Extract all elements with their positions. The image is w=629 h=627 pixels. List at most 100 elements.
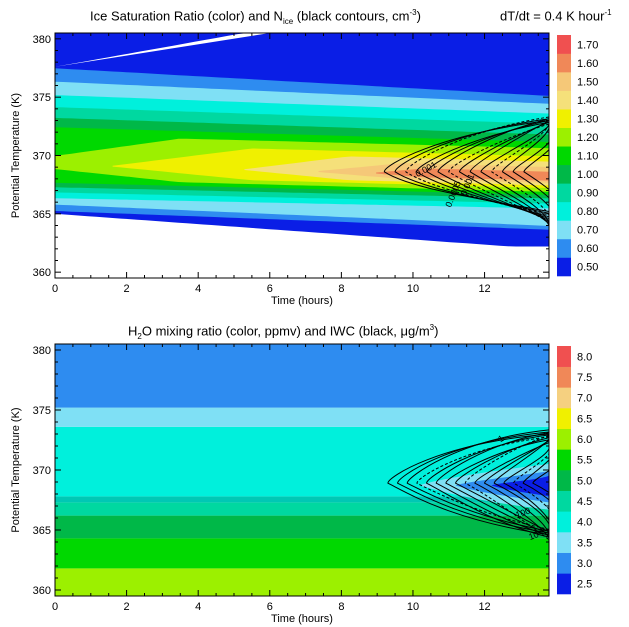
iwc-contour-line <box>406 429 549 532</box>
colorbar-swatch <box>557 164 571 184</box>
colorbar-label: 3.5 <box>577 537 592 549</box>
colorbar-swatch <box>557 346 571 367</box>
colorbar-label: 1.40 <box>577 95 598 107</box>
iwc-contour-line <box>513 443 549 541</box>
x-tick-label: 0 <box>52 283 58 295</box>
h2o-band-4.0 <box>55 496 549 503</box>
colorbar-swatch <box>557 387 571 409</box>
y-tick-label: 375 <box>33 92 51 104</box>
iwc-contour-line <box>484 440 549 537</box>
colorbar-swatch <box>557 408 571 429</box>
iwc-contours <box>387 429 549 542</box>
colorbar-label: 6.0 <box>577 434 592 446</box>
colorbar-swatch <box>557 53 571 73</box>
ice-contour-line <box>437 118 549 221</box>
color-field: 1 100 10 <box>55 344 549 596</box>
bottom-chart-title: H2O mixing ratio (color, ppmv) and IWC (… <box>128 323 439 341</box>
x-tick-label: 0 <box>52 601 58 613</box>
iwc-contour-line <box>474 442 549 539</box>
colorbar-label: 1.30 <box>577 113 598 125</box>
ice-contour-line <box>394 118 549 214</box>
top-chart-title: Ice Saturation Ratio (color) and Nice (b… <box>90 8 421 26</box>
iwc-contour-line <box>464 435 549 541</box>
contour-label: 10 <box>527 529 540 542</box>
colorbar-label: 1.60 <box>577 58 598 70</box>
colorbar-label: 0.60 <box>577 243 598 255</box>
colorbar-label: 1.00 <box>577 169 598 181</box>
colorbar-swatch <box>557 201 571 221</box>
colorbar-swatch <box>557 532 571 553</box>
colorbar-label: 0.70 <box>577 225 598 237</box>
colorbar-swatch <box>557 449 571 471</box>
ice-contour-line <box>491 123 549 229</box>
iwc-contour-line <box>522 441 549 539</box>
x-tick-label: 8 <box>338 601 344 613</box>
y-tick-label: 370 <box>33 465 51 477</box>
colorbar-label: 8.0 <box>577 351 592 363</box>
x-tick-label: 8 <box>338 283 344 295</box>
x-tick-label: 6 <box>267 601 273 613</box>
colorbar-swatch <box>557 428 571 450</box>
colorbar-swatch <box>557 127 571 147</box>
colorbar-swatch <box>557 366 571 388</box>
x-tick-label: 2 <box>124 601 130 613</box>
ice-contour-line <box>405 116 549 216</box>
y-tick-label: 380 <box>33 34 51 46</box>
colorbar-swatch <box>557 573 571 595</box>
y-tick-label: 370 <box>33 151 51 163</box>
ice-contour-line <box>448 123 549 223</box>
x-tick-label: 10 <box>407 601 419 613</box>
y-tick-label: 365 <box>33 525 51 537</box>
colorbar: 0.50 0.60 0.70 0.80 0.90 1.00 1.10 1.20 1.30 1.40… <box>557 35 598 277</box>
colorbar-label: 4.5 <box>577 496 592 508</box>
y-axis-label: Potential Temperature (K) <box>10 93 22 218</box>
y-tick-label: 360 <box>33 267 51 279</box>
colorbar-label: 0.90 <box>577 188 598 200</box>
colorbar-label: 1.20 <box>577 132 598 144</box>
colorbar-swatch <box>557 146 571 166</box>
ice-contour-line <box>426 120 549 219</box>
colorbar-label: 0.50 <box>577 262 598 274</box>
colorbar-label: 7.5 <box>577 372 592 384</box>
colorbar-swatch <box>557 183 571 203</box>
saturation-band-1.60 <box>376 168 549 181</box>
iwc-contour-line <box>416 436 549 530</box>
colorbar-label: 2.5 <box>577 579 592 591</box>
colorbar-label: 5.0 <box>577 475 592 487</box>
colorbar-swatch <box>557 470 571 491</box>
colorbar-label: 7.0 <box>577 393 592 405</box>
x-tick-label: 12 <box>478 601 490 613</box>
y-tick-label: 360 <box>33 585 51 597</box>
colorbar-swatch <box>557 35 571 54</box>
h2o-band-5.0 <box>55 515 549 539</box>
colorbar-swatch <box>557 238 571 258</box>
colorbar-label: 5.5 <box>577 455 592 467</box>
iwc-contour-line <box>493 438 549 535</box>
x-axis-label: Time (hours) <box>271 295 333 307</box>
iwc-contour-line <box>532 448 549 537</box>
ice-contour-line <box>469 120 549 226</box>
colorbar-swatch <box>557 72 571 91</box>
h2o-band-6.0 <box>55 568 549 596</box>
h2o-band-3.5 <box>55 407 549 427</box>
colorbar-swatch <box>557 490 571 512</box>
x-tick-label: 12 <box>478 283 490 295</box>
ice-number-contours <box>383 116 549 235</box>
ice-contour-line <box>459 121 549 225</box>
x-axis-label: Time (hours) <box>271 613 333 625</box>
x-tick-label: 10 <box>407 283 419 295</box>
colorbar-label: 4.0 <box>577 517 592 529</box>
colorbar-label: 1.70 <box>577 39 598 51</box>
h2o-band-5.5 <box>55 538 549 569</box>
colorbar-label: 3.0 <box>577 558 592 570</box>
iwc-contour-line <box>435 432 549 536</box>
iwc-contour-line <box>455 437 549 533</box>
x-tick-label: 6 <box>267 283 273 295</box>
colorbar: 2.5 3.0 3.5 4.0 4.5 5.0 5.5 6.0 6.5 7.0 7.5 8.0 <box>557 346 592 595</box>
x-tick-label: 4 <box>195 283 201 295</box>
top-chart-rate-annotation: dT/dt = 0.4 K hour-1 <box>500 8 612 24</box>
y-axis-label: Potential Temperature (K) <box>10 407 22 532</box>
